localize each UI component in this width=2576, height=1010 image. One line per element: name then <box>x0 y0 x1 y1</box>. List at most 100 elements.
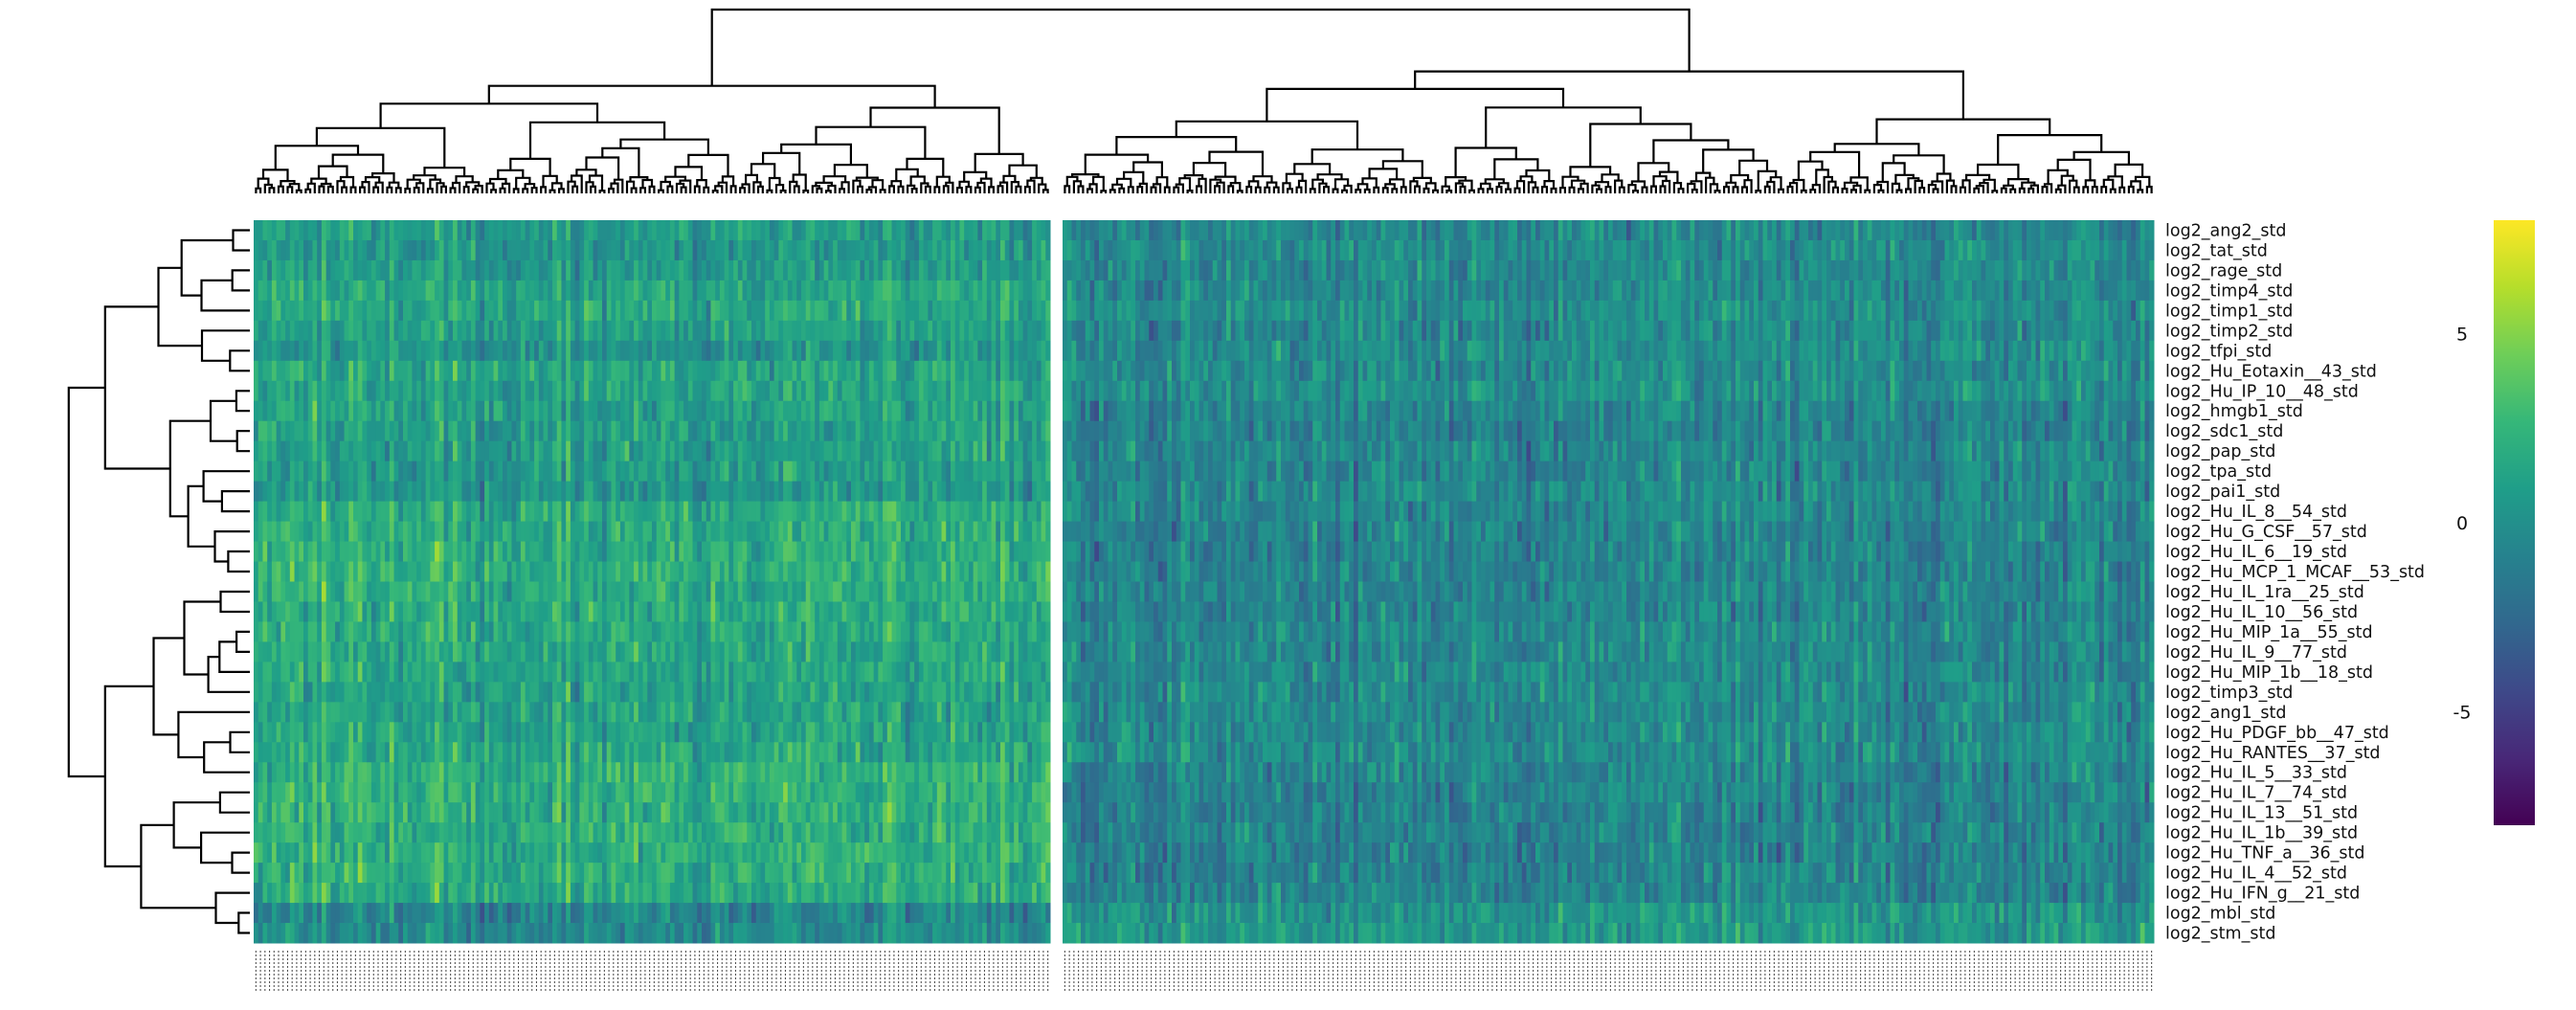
heatmap-cell <box>715 662 721 683</box>
heatmap-cell <box>661 641 666 662</box>
heatmap-cell <box>715 742 721 763</box>
heatmap-cell <box>792 239 797 261</box>
heatmap-cell <box>461 400 467 422</box>
heatmap-cell <box>416 380 422 402</box>
heatmap-cell <box>773 501 779 523</box>
heatmap-cell <box>438 762 445 783</box>
heatmap-cell <box>552 842 558 864</box>
heatmap-cell <box>783 822 789 843</box>
heatmap-cell <box>262 420 268 442</box>
heatmap-cell <box>375 762 381 783</box>
heatmap-cell <box>687 220 694 241</box>
heatmap-cell <box>348 601 354 622</box>
heatmap-cell <box>634 581 639 602</box>
heatmap-cell <box>588 440 594 462</box>
dendrogram-link <box>1254 186 1262 193</box>
heatmap-cell <box>430 561 436 582</box>
heatmap-cell <box>534 682 540 703</box>
heatmap-cell <box>398 601 404 622</box>
heatmap-cell <box>475 822 481 843</box>
heatmap-cell <box>801 923 807 944</box>
heatmap-cell <box>503 682 508 703</box>
heatmap-cell <box>783 259 789 281</box>
heatmap-cell <box>751 239 757 261</box>
heatmap-cell <box>543 541 549 563</box>
heatmap-cell <box>466 220 472 241</box>
heatmap-cell <box>325 521 331 543</box>
dendrogram-link <box>1333 178 1350 190</box>
heatmap-cell <box>299 762 304 783</box>
dendrogram-link <box>590 185 596 193</box>
heatmap-cell <box>574 239 580 261</box>
heatmap-cell <box>665 883 671 904</box>
heatmap-cell <box>506 440 512 462</box>
heatmap-cell <box>692 460 698 483</box>
heatmap-cell <box>642 842 648 864</box>
heatmap-cell <box>687 420 694 442</box>
dendrogram-link <box>2107 175 2123 188</box>
heatmap-cell <box>280 883 286 904</box>
heatmap-cell <box>642 782 648 803</box>
heatmap-cell <box>294 682 300 703</box>
heatmap-cell <box>457 822 462 843</box>
heatmap-cell <box>348 481 354 503</box>
heatmap-cell <box>339 259 346 281</box>
heatmap-cell <box>425 641 431 662</box>
heatmap-cell <box>380 802 386 823</box>
heatmap-cell <box>570 923 576 944</box>
dendrogram-link <box>1485 106 1642 148</box>
heatmap-cell <box>312 541 318 563</box>
heatmap-cell <box>710 621 716 642</box>
heatmap-cell <box>375 923 381 944</box>
heatmap-cell <box>493 320 499 342</box>
heatmap-cell <box>611 460 616 483</box>
heatmap-cell <box>611 742 616 763</box>
heatmap-cell <box>538 521 545 543</box>
heatmap-cell <box>742 300 748 322</box>
heatmap-cell <box>475 883 481 904</box>
heatmap-cell <box>375 561 381 582</box>
heatmap-cell <box>453 400 459 422</box>
dendrogram-link <box>1961 179 1971 193</box>
heatmap-cell <box>506 702 512 723</box>
heatmap-cell <box>276 360 281 382</box>
heatmap-cell <box>579 822 585 843</box>
heatmap-cell <box>588 501 594 523</box>
heatmap-cell <box>480 561 485 582</box>
heatmap-cell <box>719 822 726 843</box>
heatmap-cell <box>624 360 630 382</box>
heatmap-cell <box>344 822 349 843</box>
heatmap-cell <box>254 440 259 462</box>
heatmap-cell <box>529 863 535 884</box>
heatmap-cell <box>330 802 336 823</box>
heatmap-cell <box>801 621 807 642</box>
heatmap-cell <box>276 300 281 322</box>
heatmap-cell <box>706 300 711 322</box>
heatmap-cell <box>724 460 729 483</box>
heatmap-cell <box>430 460 436 483</box>
heatmap-cell <box>294 460 300 483</box>
heatmap-cell <box>403 440 409 462</box>
heatmap-cell <box>656 300 661 322</box>
heatmap-cell <box>312 420 318 442</box>
heatmap-cell <box>656 762 661 783</box>
heatmap-cell <box>339 300 346 322</box>
dendrogram-link <box>1596 188 1602 193</box>
heatmap-cell <box>602 802 608 823</box>
heatmap-cell <box>679 702 684 723</box>
heatmap-cell <box>380 601 386 622</box>
heatmap-cell <box>506 822 512 843</box>
heatmap-cell <box>271 340 278 362</box>
heatmap-cell <box>697 762 703 783</box>
heatmap-cell <box>597 320 603 342</box>
heatmap-cell <box>792 682 797 703</box>
heatmap-cell <box>420 481 427 503</box>
heatmap-cell <box>652 239 658 261</box>
heatmap-cell <box>760 923 766 944</box>
heatmap-cell <box>258 682 263 703</box>
heatmap-cell <box>425 280 431 302</box>
heatmap-cell <box>552 662 558 683</box>
heatmap-cell <box>805 501 811 523</box>
heatmap-cell <box>317 440 323 462</box>
heatmap-cell <box>289 440 296 462</box>
